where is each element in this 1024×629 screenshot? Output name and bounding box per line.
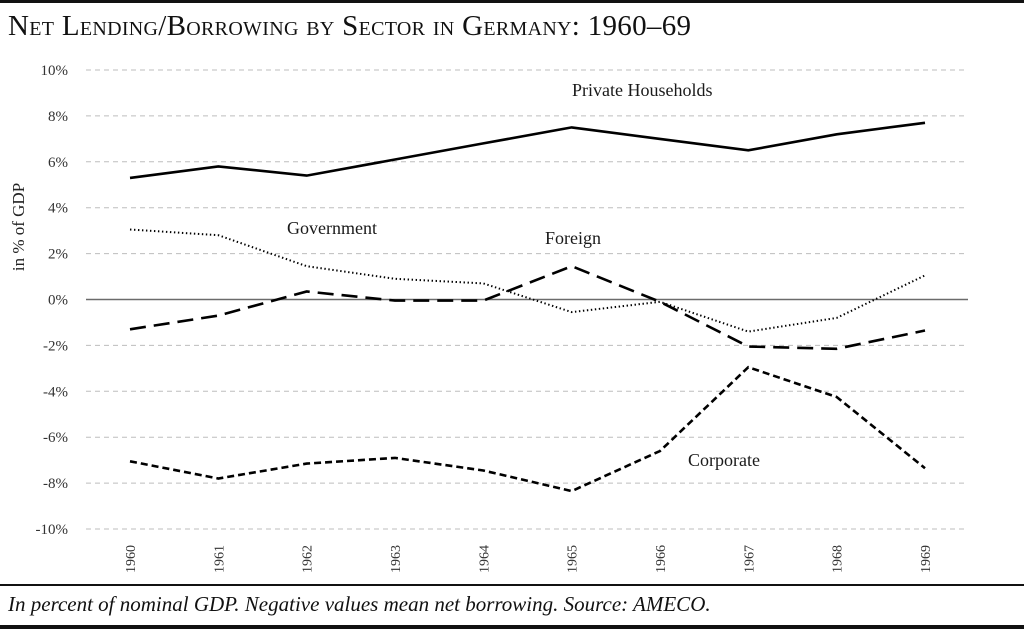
gridlines xyxy=(86,69,968,530)
series-labels: Private Households Government Foreign Corpo… xyxy=(287,80,760,470)
y-tick-label: 8% xyxy=(48,109,68,125)
series-label-corporate: Corporate xyxy=(688,450,760,470)
x-tick-label: 1960 xyxy=(124,545,139,573)
y-tick-label: 10% xyxy=(41,63,69,79)
y-tick-label: -6% xyxy=(43,430,68,446)
series-label-government: Government xyxy=(287,218,377,238)
x-tick-label: 1962 xyxy=(301,545,316,573)
bottom-border xyxy=(0,625,1024,629)
series-line-government xyxy=(129,228,926,333)
footnote: In percent of nominal GDP. Negative valu… xyxy=(8,592,711,616)
y-tick-label: -4% xyxy=(43,384,68,400)
x-tick-label: 1965 xyxy=(566,545,581,573)
x-tick-label: 1968 xyxy=(831,545,846,573)
y-tick-label: 4% xyxy=(48,201,68,217)
x-axis-ticks: 1960 1961 1962 1963 1964 1965 1966 1967 1968 1969 xyxy=(124,545,934,573)
y-tick-label: 0% xyxy=(48,293,68,309)
series-label-foreign: Foreign xyxy=(545,228,601,248)
y-axis-label: in % of GDP xyxy=(9,183,28,271)
y-tick-label: -10% xyxy=(36,522,69,538)
x-tick-label: 1963 xyxy=(389,545,404,573)
y-axis-ticks: 10% 8% 6% 4% 2% 0% -2% -4% -6% -8% -10% xyxy=(36,63,69,538)
chart-title: Net Lending/Borrowing by Sector in Germa… xyxy=(8,10,692,42)
series-lines xyxy=(129,121,926,493)
top-border xyxy=(0,0,1024,3)
series-line-foreign xyxy=(129,264,926,351)
y-tick-label: -8% xyxy=(43,476,68,492)
x-tick-label: 1961 xyxy=(212,545,227,573)
x-tick-label: 1966 xyxy=(654,545,669,573)
series-line-private-households xyxy=(129,121,926,180)
series-label-private-households: Private Households xyxy=(572,80,712,100)
x-tick-label: 1967 xyxy=(742,545,757,573)
x-tick-label: 1964 xyxy=(477,545,492,573)
series-line-corporate xyxy=(129,365,926,493)
line-chart: 10%8%6%4%2%0%-2%-4%-6%-8%-10% 1960 1961 19… xyxy=(9,63,968,573)
y-tick-label: 2% xyxy=(48,247,68,263)
y-tick-label: 6% xyxy=(48,155,68,171)
x-tick-label: 1969 xyxy=(919,545,934,573)
footer-separator xyxy=(0,584,1024,586)
y-tick-label: -2% xyxy=(43,338,68,354)
